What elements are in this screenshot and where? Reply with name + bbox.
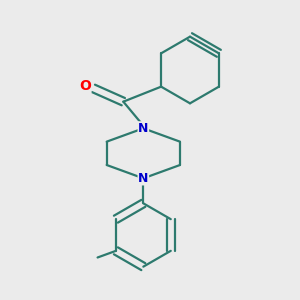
Text: N: N	[138, 122, 148, 135]
Text: N: N	[138, 172, 148, 185]
Text: O: O	[79, 79, 91, 93]
